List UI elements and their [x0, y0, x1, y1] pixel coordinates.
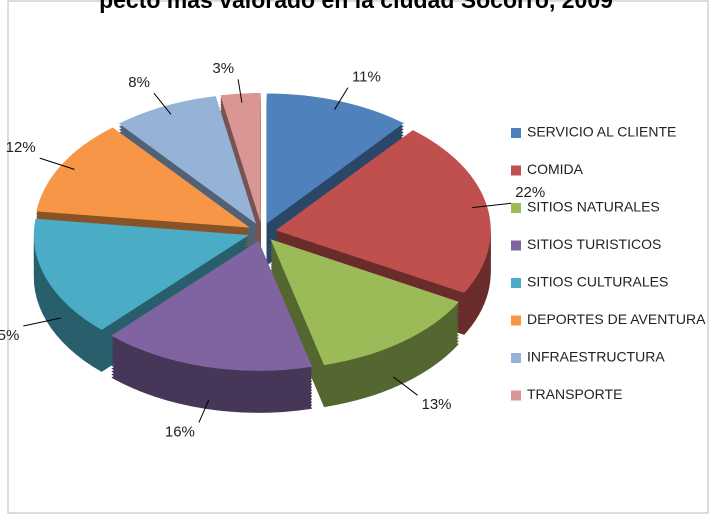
leader-line [39, 157, 75, 170]
leader-line [198, 399, 210, 423]
data-label: 13% [421, 396, 451, 413]
legend-label: TRANSPORTE [527, 386, 622, 402]
leader-line [334, 87, 349, 110]
slice [270, 239, 459, 366]
legend-label: SERVICIO AL CLIENTE [527, 124, 676, 140]
slice [111, 240, 312, 371]
legend-swatch [511, 203, 521, 213]
leader-line [23, 317, 61, 327]
legend-swatch [511, 128, 521, 138]
legend-label: DEPORTES DE AVENTURA [527, 311, 706, 327]
legend-swatch [511, 390, 521, 401]
chart-title: pecto más valorado en la ciudad Socorro,… [99, 0, 613, 13]
data-label: 3% [212, 60, 234, 77]
data-label: 16% [165, 424, 195, 441]
legend-label: SITIOS TURISTICOS [527, 236, 661, 252]
slice [266, 93, 404, 224]
legend-swatch [511, 165, 521, 176]
slice [36, 127, 250, 228]
slice [118, 96, 257, 224]
legend-label: INFRAESTRUCTURA [527, 349, 665, 365]
slice [275, 130, 491, 293]
leader-line [237, 79, 243, 103]
legend-swatch [511, 240, 521, 251]
data-label: 11% [352, 69, 381, 86]
legend-swatch [511, 353, 521, 363]
leader-line [153, 92, 172, 115]
data-label: 15% [0, 327, 19, 344]
legend-swatch [511, 315, 521, 326]
data-label: 22% [515, 184, 545, 201]
slice [220, 92, 261, 223]
legend-label: SITIOS NATURALES [527, 199, 660, 215]
data-label: 8% [128, 74, 150, 91]
legend-label: SITIOS CULTURALES [527, 274, 668, 290]
data-label: 12% [6, 139, 36, 156]
slice [33, 218, 249, 330]
legend-swatch [511, 278, 521, 288]
leader-line [392, 376, 418, 396]
legend-label: COMIDA [527, 161, 584, 177]
leader-line [472, 202, 512, 209]
